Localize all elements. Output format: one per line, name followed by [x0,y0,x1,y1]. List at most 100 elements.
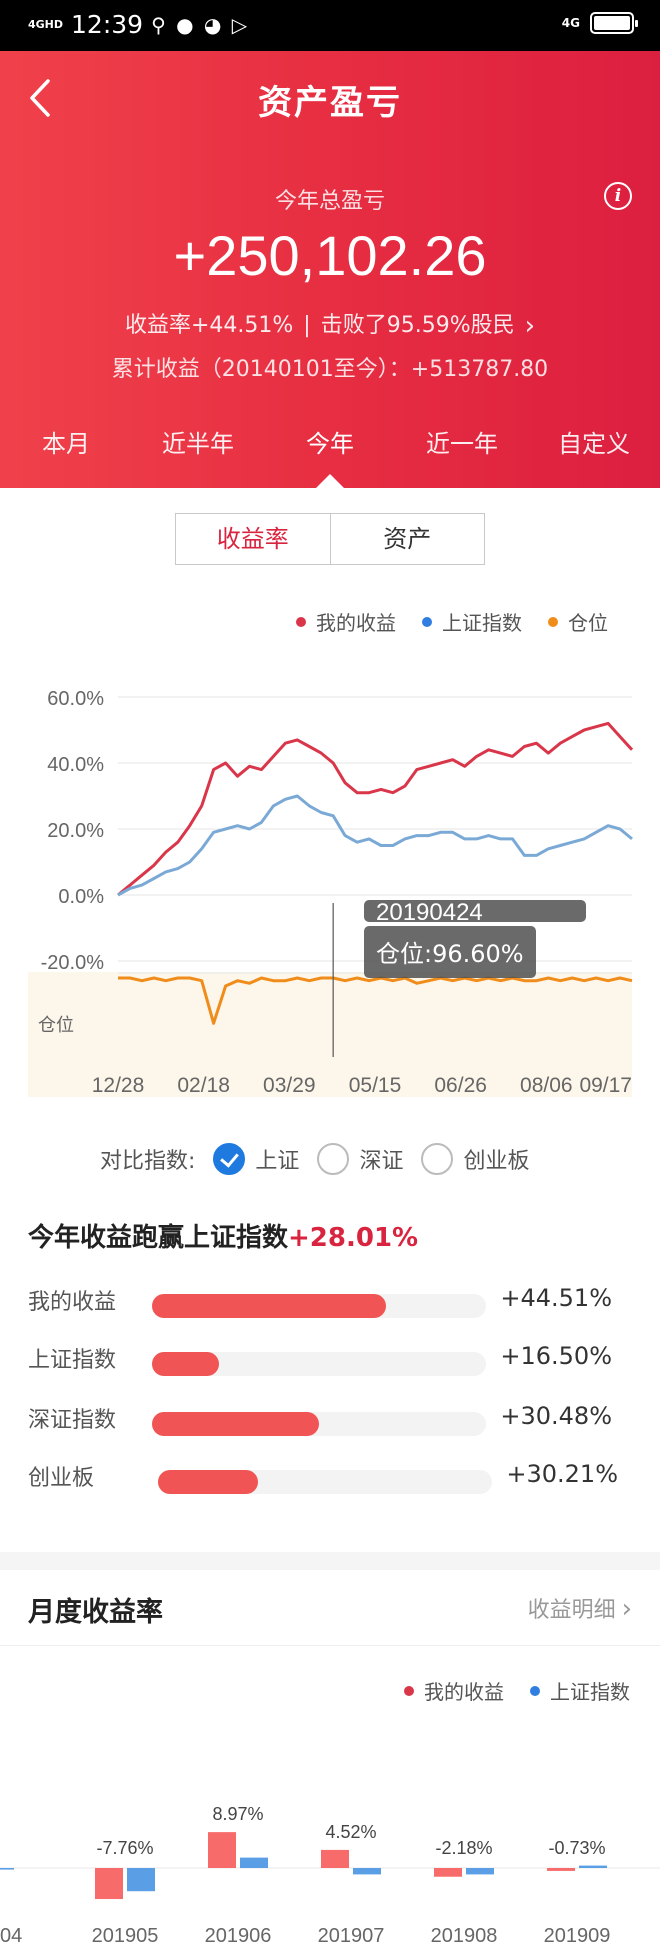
data-label: -7.76% [96,1838,153,1858]
back-arrow-icon[interactable] [22,73,58,123]
legend-dot [296,616,306,627]
legend-label: 上证指数 [550,1680,630,1704]
compare-option-sh[interactable]: 上证 [213,1143,299,1175]
category-label: 201906 [205,1925,272,1947]
comparison-fill [152,1294,386,1318]
monthly-return-title: 月度收益率 [28,1597,163,1628]
comparison-fill [158,1470,259,1494]
chevron-right-icon: › [621,1594,632,1624]
header-panel: 资产盈亏 今年总盈亏 i +250,102.26 收益率+44.51% | 击败了9… [0,51,660,488]
legend-label: 上证指数 [442,611,522,635]
tooltip-date-box [364,900,586,922]
position-line [118,976,633,1025]
sh-index-bar [579,1865,607,1868]
radio-unchecked-icon[interactable] [317,1143,350,1175]
legend-sh-index: 上证指数 [530,1676,630,1705]
my-return-bar [208,1832,236,1868]
x-tick-label: 12/28 [92,1074,145,1097]
tab-last-year[interactable]: 近一年 [426,430,498,458]
comparison-value: +30.21% [506,1460,618,1488]
cumulative-return: 累计收益（20140101至今）：+513787.80 [111,357,549,382]
total-pl-label: 今年总盈亏 [274,189,385,214]
notification-icons: ⚲ ● ◕ ▷ [151,12,250,37]
info-icon[interactable]: i [604,182,632,210]
compare-option-sz[interactable]: 深证 [317,1143,403,1175]
comparison-label: 深证指数 [28,1408,117,1433]
my-return-bar [321,1849,349,1868]
legend-my-return: 我的收益 [296,607,396,636]
compare-option-label: 深证 [359,1149,404,1174]
tab-custom[interactable]: 自定义 [558,430,630,458]
category-label: 201908 [431,1925,498,1947]
legend-position: 仓位 [548,607,608,636]
comparison-track [152,1352,486,1376]
chart-mode-toggle: 收益率 资产 [175,513,485,565]
comparison-track [152,1294,486,1318]
tab-this-year[interactable]: 今年 [264,419,396,488]
comparison-row: 深证指数 +30.48% [0,1398,660,1438]
beat-percent: 击败了95.59%股民 [320,313,515,338]
legend-my-return: 我的收益 [404,1676,504,1705]
compare-option-label: 上证 [255,1149,300,1174]
tab-this-month[interactable]: 本月 [42,430,90,458]
return-detail-link[interactable]: 收益明细 › [528,1592,632,1624]
comparison-value: +44.51% [500,1284,612,1312]
sh-index-bar [466,1868,494,1875]
x-tick-label: 05/15 [349,1074,402,1097]
legend-dot [422,616,432,627]
legend-dot [404,1685,414,1696]
section-divider [0,1552,660,1570]
x-tick-label: 06/26 [434,1074,487,1097]
tooltip-value: 仓位:96.60% [376,940,524,968]
category-label: 04 [0,1925,22,1947]
rate-mode-button[interactable]: 收益率 [176,514,331,564]
comparison-value: +16.50% [500,1342,612,1370]
asset-mode-button[interactable]: 资产 [383,525,432,553]
comparison-row: 创业板 +30.21% [0,1456,660,1496]
data-label: -0.73% [548,1838,605,1858]
comparison-label: 上证指数 [28,1348,117,1373]
y-tick-label: -20.0% [41,952,105,974]
legend-label: 我的收益 [424,1680,504,1704]
compare-index-selector: 对比指数: 上证 深证 创业板 [100,1143,529,1175]
legend-dot [530,1685,540,1696]
radio-unchecked-icon[interactable] [421,1143,454,1175]
return-line-chart[interactable]: 60.0% 40.0% 20.0% 0.0% -20.0% 仓位 20190424 仓位:96… [0,660,660,1120]
rate-line[interactable]: 收益率+44.51% | 击败了95.59%股民 › [0,307,660,341]
separator: | [303,313,311,338]
y-tick-label: 40.0% [47,754,104,776]
monthly-bar-chart[interactable]: 04 -7.76% 201905 8.97% 201906 4.52% 201907 -2.1… [0,1780,660,1948]
legend-label: 仓位 [568,611,608,635]
series-line [117,794,633,897]
x-tick-label: 03/29 [263,1074,316,1097]
battery-icon [590,12,638,34]
x-tick-label: 08/06 [520,1074,573,1097]
comparison-track [152,1412,486,1436]
status-time: 12:39 [71,10,144,39]
y-tick-label: 20.0% [47,820,104,842]
total-pl-amount: +250,102.26 [173,224,487,287]
radio-checked-icon[interactable] [213,1143,246,1175]
monthly-legend: 我的收益 上证指数 [404,1676,630,1705]
data-label: -2.18% [435,1838,492,1858]
sh-index-bar [353,1868,381,1875]
sh-index-bar [127,1868,155,1892]
my-return-bar [95,1868,123,1900]
series-line [117,721,634,897]
comparison-label: 创业板 [28,1466,95,1491]
comparison-row: 上证指数 +16.50% [0,1338,660,1378]
sh-index-bar [0,1868,14,1870]
category-label: 201905 [92,1925,159,1947]
beat-index-summary: 今年收益跑赢上证指数+28.01% [28,1217,418,1254]
comparison-row: 我的收益 +44.51% [0,1280,660,1320]
category-label: 201907 [318,1925,385,1947]
header-rule [0,1645,660,1646]
compare-option-gem[interactable]: 创业板 [421,1143,529,1175]
my-return-bar [434,1868,462,1877]
page-title: 资产盈亏 [258,83,402,123]
return-detail-label: 收益明细 [527,1598,616,1623]
status-bar: 4GHD 12:39 ⚲ ● ◕ ▷ 4G [0,0,660,51]
legend-label: 我的收益 [316,611,396,635]
tab-half-year[interactable]: 近半年 [162,430,234,458]
beat-index-text: 今年收益跑赢上证指数 [28,1223,289,1253]
